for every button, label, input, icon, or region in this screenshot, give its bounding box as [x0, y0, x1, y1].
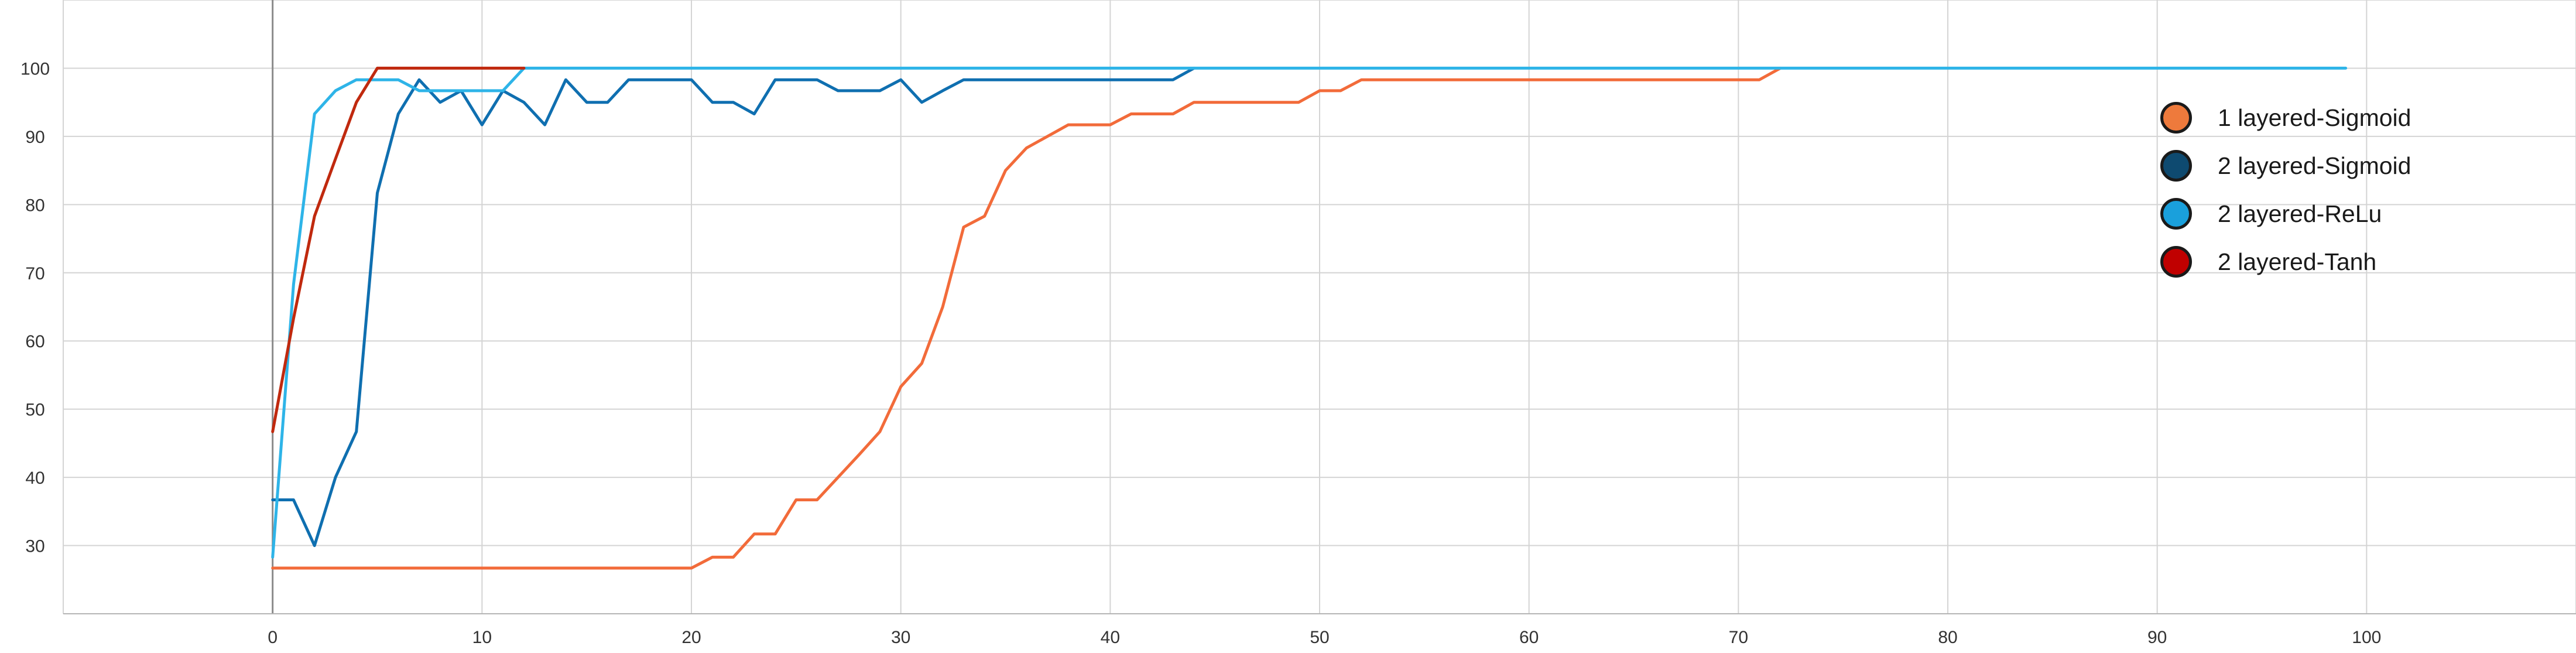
legend-item-2-layered-tanh[interactable]: 2 layered-Tanh [2160, 238, 2488, 286]
axes [63, 0, 2576, 614]
legend-item-1-layered-sigmoid[interactable]: 1 layered-Sigmoid [2160, 94, 2488, 142]
series-line-1-layered-sigmoid [271, 66, 1782, 570]
x-tick-label: 90 [2147, 628, 2167, 647]
legend-label: 1 layered-Sigmoid [2218, 104, 2411, 131]
y-tick-label: 80 [25, 196, 44, 215]
y-tick-label: 60 [25, 332, 44, 351]
series-line-2-layered-relu [271, 66, 2348, 559]
legend-label: 2 layered-Sigmoid [2218, 152, 2411, 179]
x-tick-label: 80 [1938, 628, 1957, 647]
x-tick-label: 70 [1729, 628, 1748, 647]
grid [63, 0, 2576, 614]
x-tick-label: 60 [1519, 628, 1539, 647]
legend-marker-icon [2160, 246, 2192, 278]
x-tick-label: 40 [1101, 628, 1120, 647]
x-tick-label: 0 [268, 628, 278, 647]
legend-item-2-layered-relu[interactable]: 2 layered-ReLu [2160, 190, 2488, 238]
legend-marker-icon [2160, 102, 2192, 134]
series-line-2-layered-sigmoid [271, 66, 1195, 548]
x-tick-label: 50 [1310, 628, 1329, 647]
y-tick-label: 30 [25, 537, 44, 556]
y-tick-label: 70 [25, 264, 44, 283]
y-tick-label: 40 [25, 469, 44, 488]
y-tick-label: 90 [25, 128, 44, 147]
tick-labels: 0 10 20 30 40 50 60 70 80 90 100 30 40 50 60 70 80 90 100 [20, 59, 2381, 647]
x-tick-label: 10 [472, 628, 492, 647]
series-line-2-layered-tanh [271, 66, 526, 433]
y-tick-label: 100 [20, 59, 50, 78]
x-tick-label: 30 [891, 628, 910, 647]
legend-marker-icon [2160, 150, 2192, 182]
y-tick-label: 50 [25, 401, 44, 420]
x-tick-label: 20 [681, 628, 701, 647]
legend-marker-icon [2160, 198, 2192, 230]
legend-item-2-layered-sigmoid[interactable]: 2 layered-Sigmoid [2160, 142, 2488, 190]
legend: 1 layered-Sigmoid 2 layered-Sigmoid 2 la… [2160, 94, 2488, 286]
legend-label: 2 layered-ReLu [2218, 200, 2382, 227]
x-tick-label: 100 [2352, 628, 2381, 647]
legend-label: 2 layered-Tanh [2218, 248, 2377, 275]
series-lines [271, 66, 2348, 570]
